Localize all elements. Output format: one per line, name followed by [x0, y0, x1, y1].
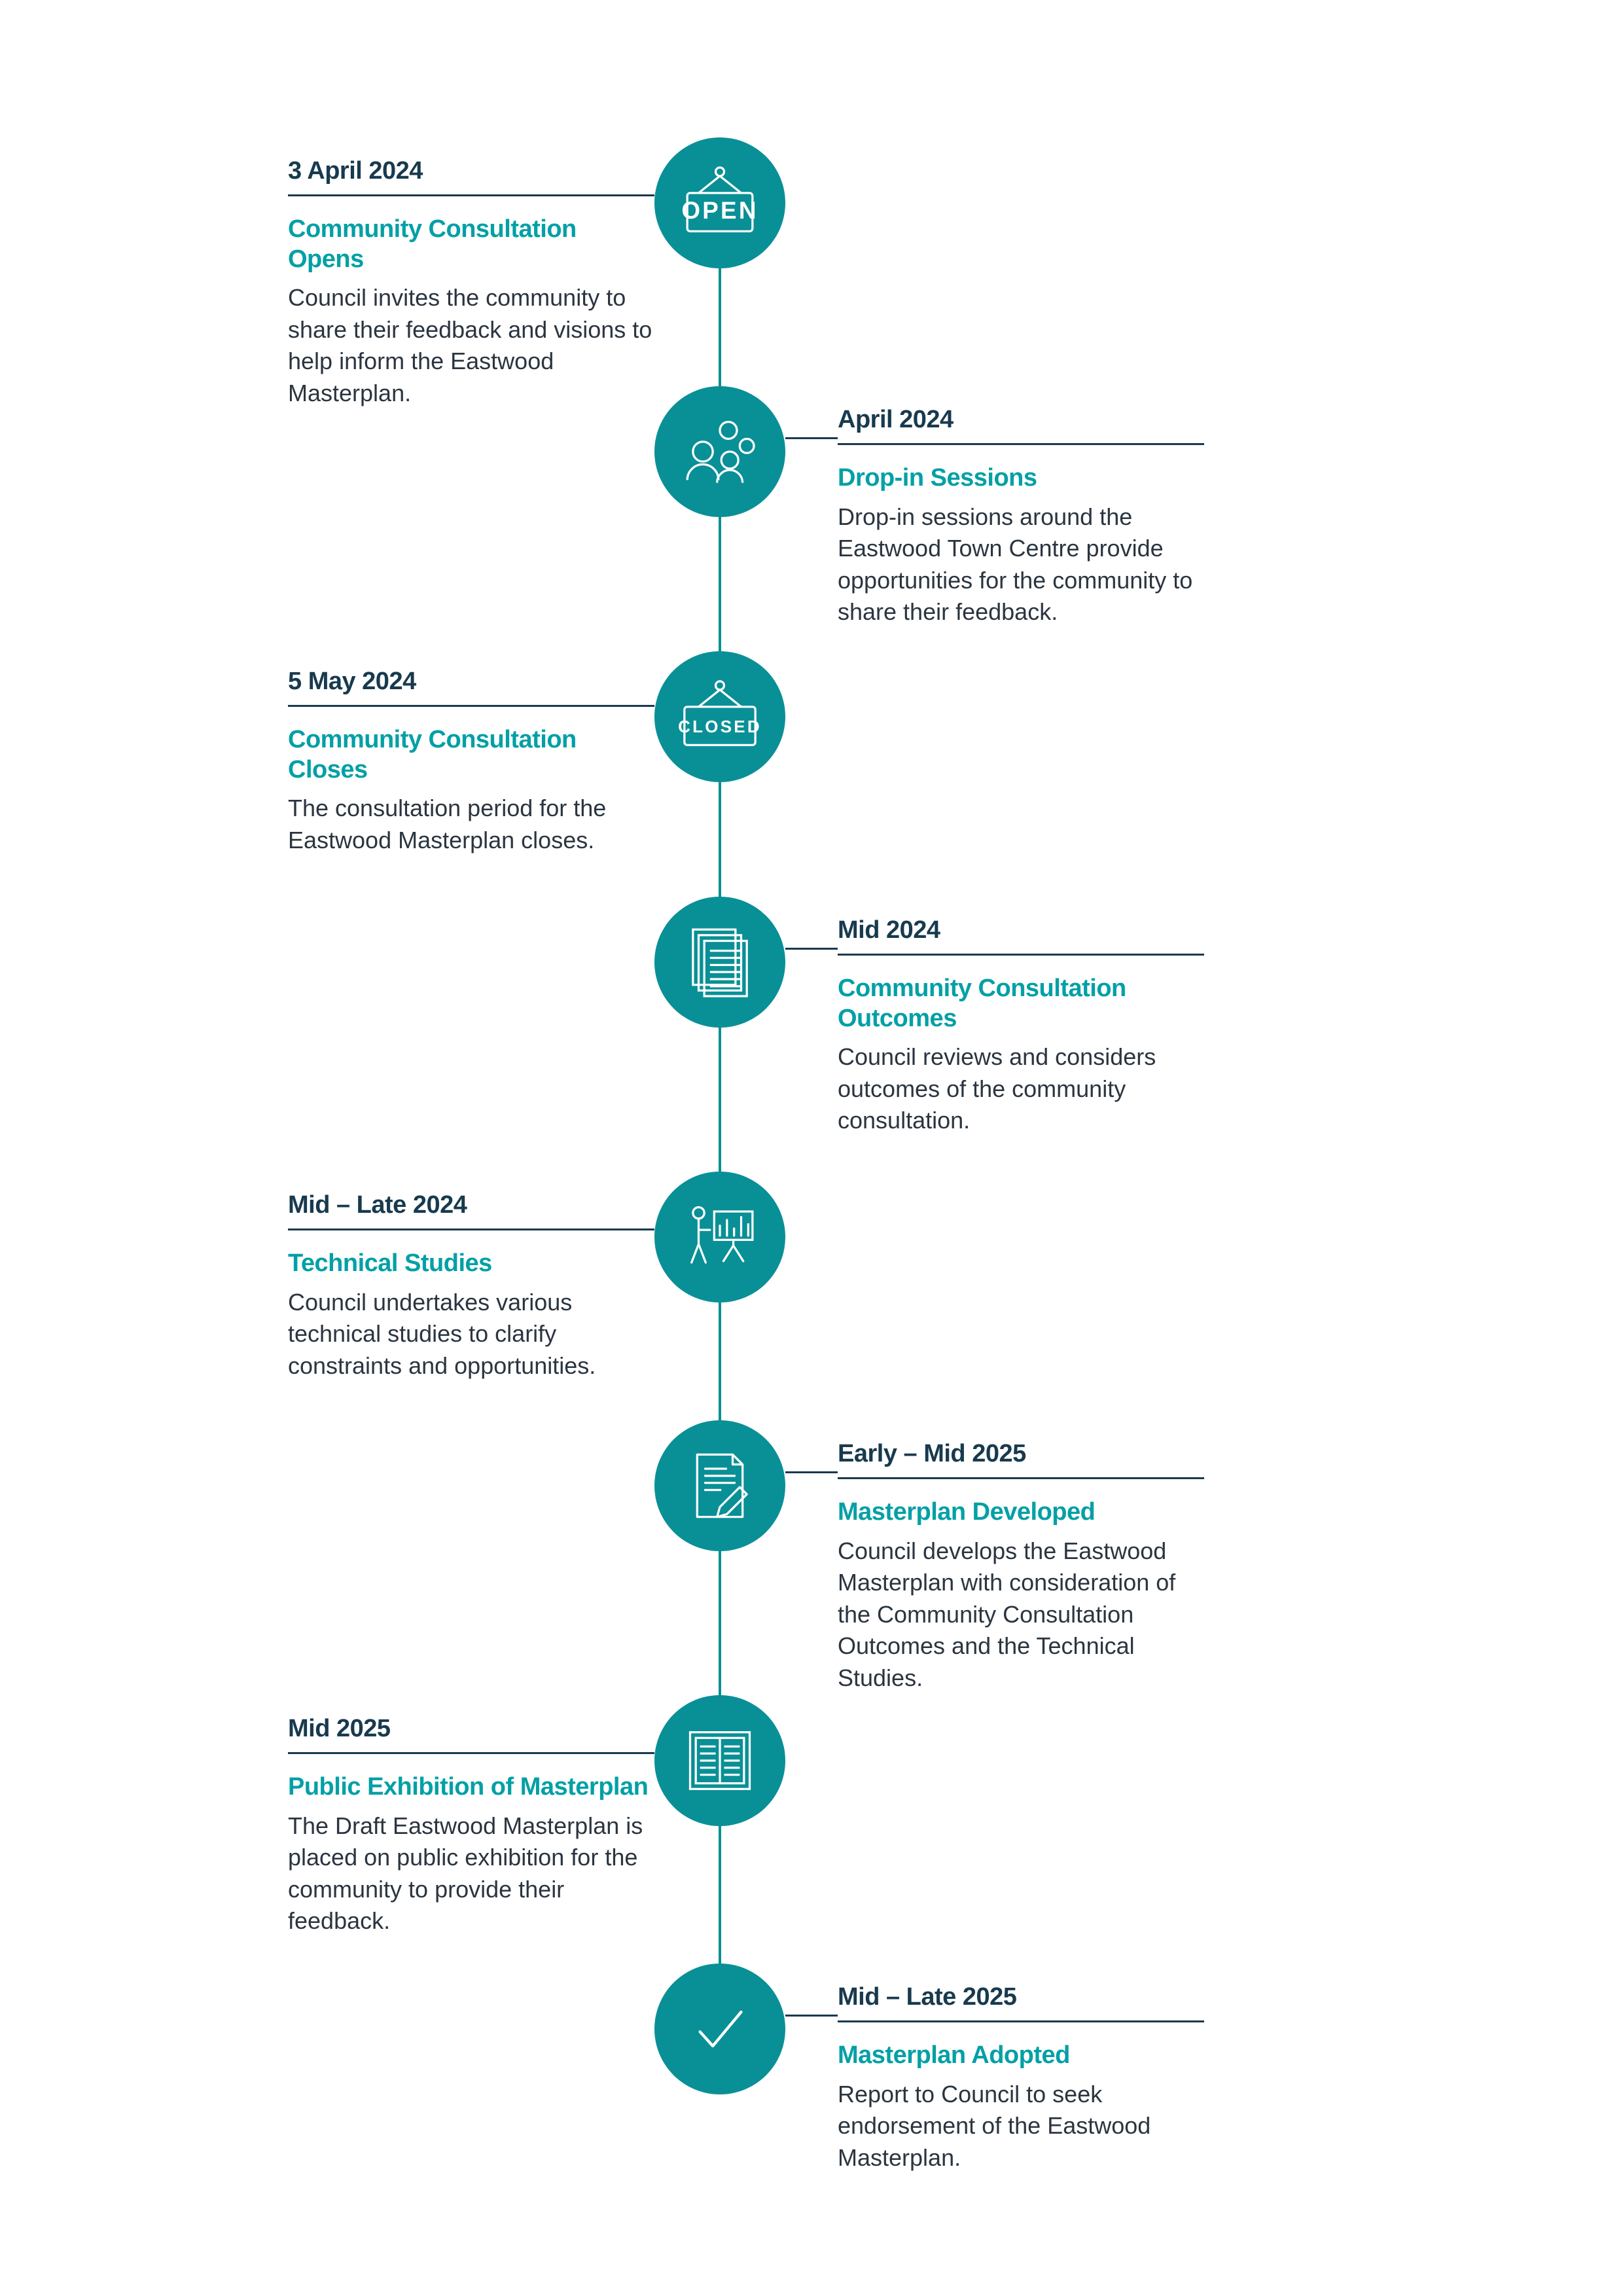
node-developed	[654, 1420, 785, 1551]
node-closes: CLOSED	[654, 651, 785, 782]
step-title: Community Consultation Closes	[288, 725, 654, 785]
step-title: Drop-in Sessions	[838, 463, 1204, 493]
node-adopted	[654, 1964, 785, 2094]
card-open: 3 April 2024 Community Consultation Open…	[288, 157, 654, 410]
node-open: OPEN	[654, 137, 785, 268]
closed-sign-icon: CLOSED	[677, 674, 762, 759]
people-talk-icon	[677, 409, 762, 494]
connector-line	[785, 2015, 838, 2017]
draft-icon	[677, 1443, 762, 1528]
timeline-infographic: OPEN 3 April 2024 Community Consultation…	[0, 0, 1623, 308]
step-date: April 2024	[838, 406, 1204, 445]
step-desc: Council reviews and considers outcomes o…	[838, 1041, 1204, 1137]
step-title: Masterplan Developed	[838, 1498, 1204, 1528]
step-desc: Drop-in sessions around the Eastwood Tow…	[838, 501, 1204, 628]
svg-text:OPEN: OPEN	[681, 197, 758, 224]
step-date: Early – Mid 2025	[838, 1440, 1204, 1479]
card-technical: Mid – Late 2024 Technical Studies Counci…	[288, 1191, 654, 1382]
step-date: Mid – Late 2024	[288, 1191, 654, 1230]
connector-line	[785, 1471, 838, 1473]
card-outcomes: Mid 2024 Community Consultation Outcomes…	[838, 916, 1204, 1137]
exhibit-icon	[677, 1718, 762, 1803]
check-icon	[677, 1986, 762, 2072]
step-date: 5 May 2024	[288, 668, 654, 707]
step-date: Mid – Late 2025	[838, 1983, 1204, 2022]
step-desc: The Draft Eastwood Masterplan is placed …	[288, 1810, 654, 1937]
step-desc: Council develops the Eastwood Masterplan…	[838, 1535, 1204, 1695]
step-date: Mid 2025	[288, 1715, 654, 1754]
card-closes: 5 May 2024 Community Consultation Closes…	[288, 668, 654, 856]
card-adopted: Mid – Late 2025 Masterplan Adopted Repor…	[838, 1983, 1204, 2174]
step-desc: Council undertakes various technical stu…	[288, 1287, 654, 1382]
node-exhibition	[654, 1695, 785, 1826]
presentation-icon	[677, 1194, 762, 1280]
card-exhibition: Mid 2025 Public Exhibition of Masterplan…	[288, 1715, 654, 1937]
step-desc: Council invites the community to share t…	[288, 282, 654, 409]
node-dropin	[654, 386, 785, 517]
step-date: 3 April 2024	[288, 157, 654, 196]
documents-icon	[677, 920, 762, 1005]
svg-text:CLOSED: CLOSED	[678, 717, 762, 736]
card-developed: Early – Mid 2025 Masterplan Developed Co…	[838, 1440, 1204, 1695]
connector-line	[785, 948, 838, 950]
card-dropin: April 2024 Drop-in Sessions Drop-in sess…	[838, 406, 1204, 628]
step-title: Masterplan Adopted	[838, 2041, 1204, 2071]
step-date: Mid 2024	[838, 916, 1204, 956]
step-desc: The consultation period for the Eastwood…	[288, 793, 654, 856]
node-technical	[654, 1172, 785, 1302]
step-title: Technical Studies	[288, 1249, 654, 1279]
open-sign-icon: OPEN	[677, 160, 762, 245]
step-desc: Report to Council to seek endorsement of…	[838, 2079, 1204, 2174]
step-title: Public Exhibition of Masterplan	[288, 1772, 654, 1803]
node-outcomes	[654, 897, 785, 1028]
step-title: Community Consultation Opens	[288, 215, 654, 274]
connector-line	[785, 437, 838, 439]
step-title: Community Consultation Outcomes	[838, 974, 1204, 1033]
